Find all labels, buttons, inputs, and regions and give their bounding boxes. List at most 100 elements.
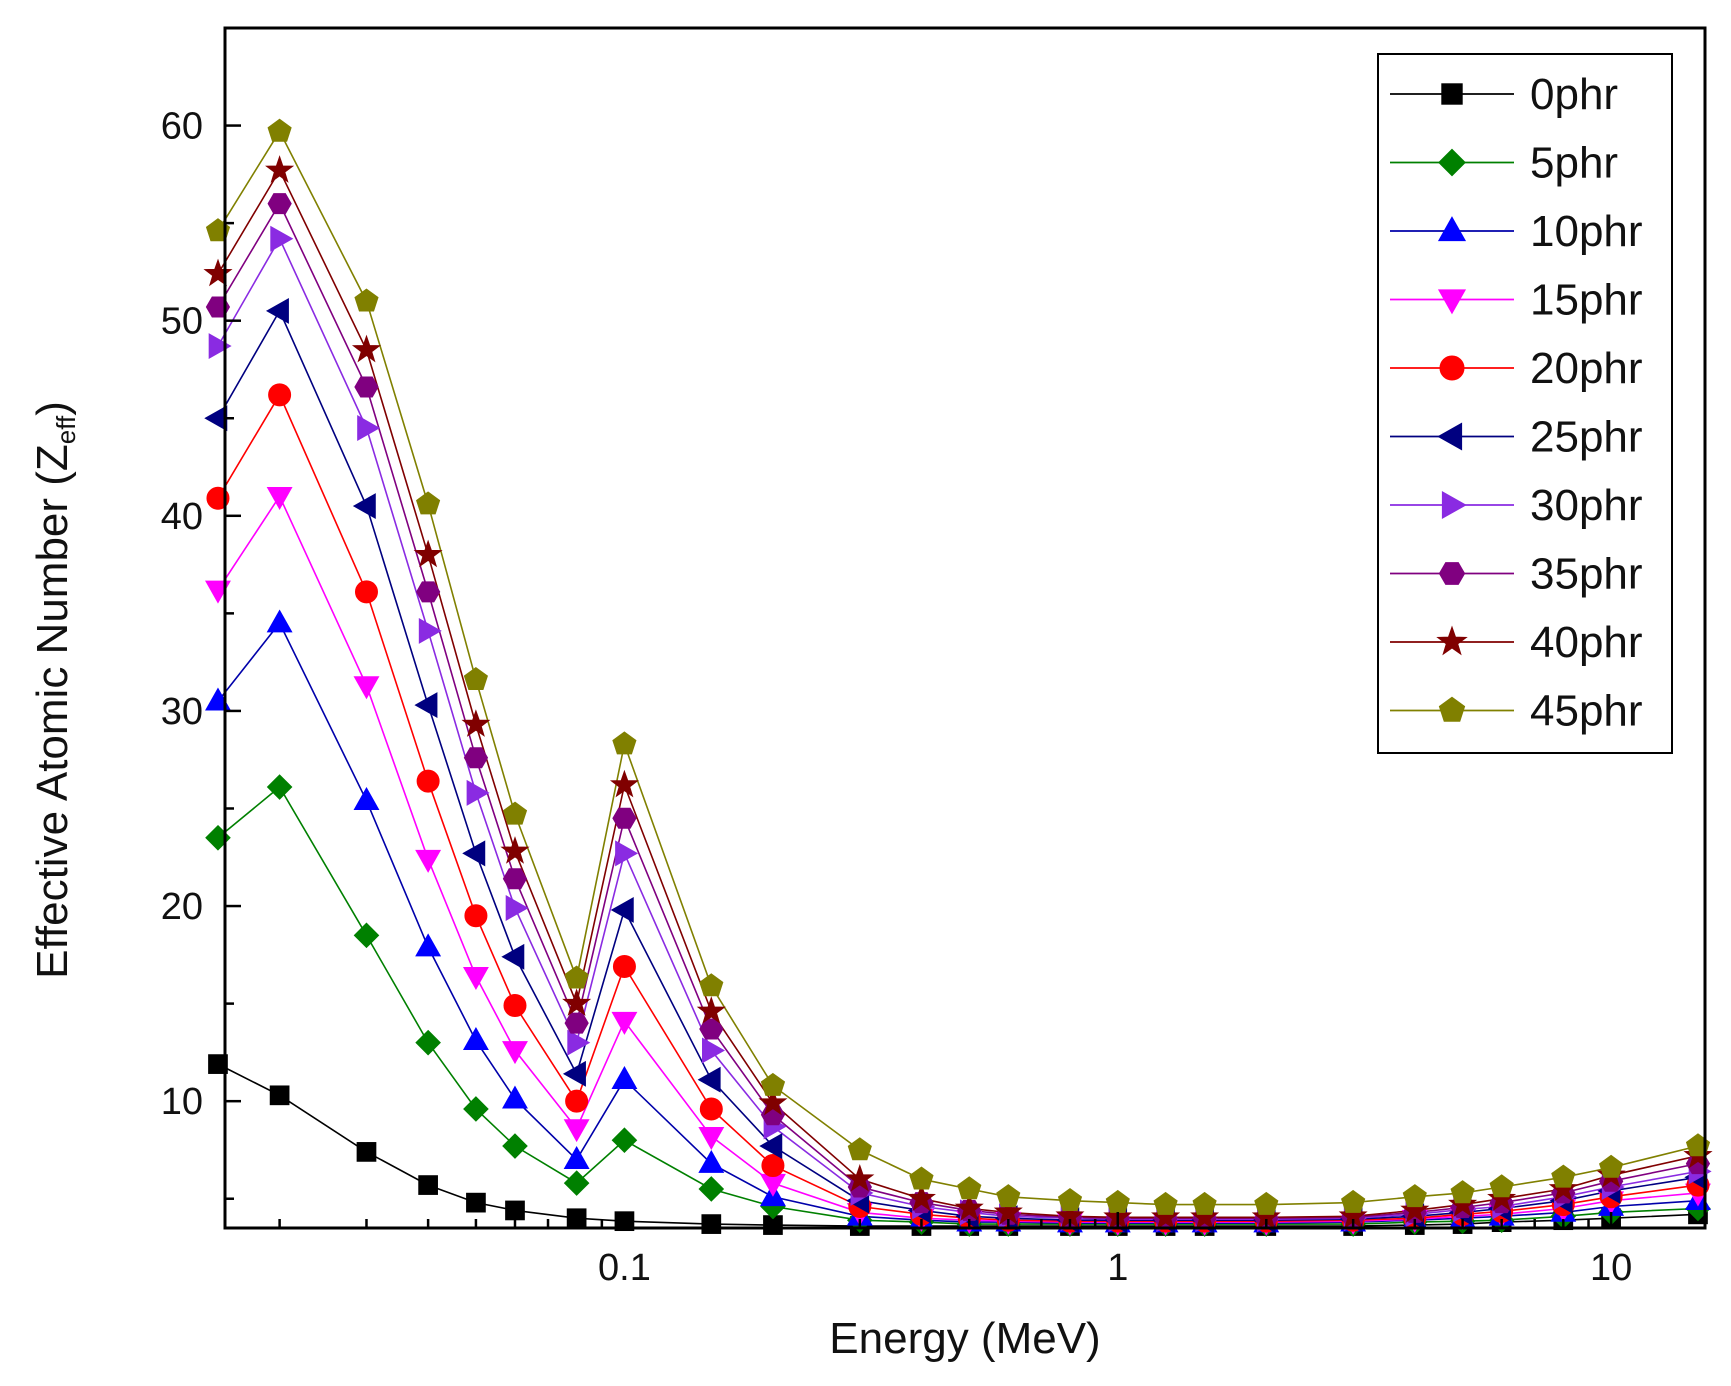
plot-frame	[223, 26, 1707, 1230]
data-point-0phr	[505, 1200, 525, 1221]
data-point-40phr	[906, 1183, 936, 1212]
y-tick-label: 10	[161, 1081, 203, 1123]
data-point-35phr	[416, 581, 441, 603]
data-point-5phr	[563, 1170, 590, 1196]
data-point-45phr	[1057, 1187, 1083, 1211]
data-point-45phr	[1153, 1191, 1178, 1215]
legend-label-5phr: 5phr	[1530, 139, 1618, 188]
data-point-10phr	[611, 1066, 638, 1090]
y-tick-label: 20	[161, 886, 203, 928]
data-point-25phr	[562, 1060, 586, 1087]
data-point-15phr	[415, 849, 442, 873]
data-point-45phr	[847, 1137, 872, 1161]
data-point-40phr	[845, 1163, 875, 1192]
data-point-40phr	[1548, 1173, 1578, 1202]
data-point-45phr	[1450, 1180, 1475, 1204]
data-point-15phr	[266, 486, 293, 510]
data-point-45phr	[416, 491, 441, 515]
data-point-15phr	[462, 966, 489, 990]
data-point-40phr	[1400, 1195, 1430, 1223]
data-point-40phr	[1151, 1201, 1181, 1230]
y-tick-label: 60	[161, 106, 203, 148]
data-point-45phr	[502, 801, 528, 825]
data-point-5phr	[266, 774, 293, 800]
data-point-25phr	[759, 1133, 783, 1160]
data-point-35phr	[564, 1012, 589, 1034]
data-point-45phr	[354, 288, 379, 312]
data-point-35phr	[354, 376, 379, 398]
data-point-45phr	[1105, 1189, 1130, 1213]
data-point-45phr	[909, 1166, 934, 1190]
data-point-10phr	[563, 1146, 590, 1170]
data-point-45phr	[612, 731, 637, 755]
data-point-40phr	[413, 539, 443, 568]
data-point-15phr	[563, 1119, 590, 1143]
data-point-10phr	[698, 1149, 725, 1173]
data-point-45phr	[1599, 1154, 1624, 1178]
data-point-10phr	[502, 1085, 528, 1109]
data-point-30phr	[208, 333, 232, 360]
y-axis-title-close: )	[28, 401, 77, 416]
data-point-20phr	[503, 994, 527, 1018]
data-point-40phr	[696, 996, 726, 1024]
data-point-10phr	[266, 609, 293, 633]
data-point-45phr	[1489, 1174, 1514, 1198]
data-point-45phr	[1254, 1191, 1279, 1215]
x-tick-label: 10	[1590, 1247, 1632, 1289]
chart-markers-layer	[203, 118, 1713, 1237]
legend-box	[1377, 53, 1673, 754]
data-point-45phr	[1341, 1189, 1366, 1213]
data-point-20phr	[612, 955, 636, 979]
x-axis-title: Energy (MeV)	[829, 1314, 1100, 1363]
data-point-30phr	[418, 617, 442, 644]
data-point-20phr	[699, 1097, 723, 1121]
legend-marker-15phr	[1437, 289, 1467, 315]
series-line-0phr	[217, 1063, 1699, 1227]
data-point-5phr	[353, 922, 380, 949]
data-point-20phr	[354, 580, 378, 604]
y-axis-title-subscript: eff	[51, 415, 81, 445]
data-point-0phr	[418, 1175, 438, 1195]
data-point-30phr	[567, 1029, 591, 1056]
data-point-25phr	[265, 297, 289, 324]
x-tick-label: 1	[1107, 1247, 1128, 1289]
legend-marker-25phr	[1437, 422, 1463, 451]
legend-label-0phr: 0phr	[1530, 70, 1618, 119]
legend-marker-10phr	[1437, 216, 1467, 242]
data-point-30phr	[505, 895, 529, 921]
legend-label-10phr: 10phr	[1530, 207, 1643, 256]
data-point-5phr	[611, 1127, 638, 1154]
data-point-0phr	[356, 1142, 377, 1162]
data-point-20phr	[206, 486, 230, 510]
data-point-45phr	[996, 1184, 1021, 1208]
data-point-0phr	[701, 1214, 722, 1234]
data-point-0phr	[208, 1054, 228, 1074]
data-point-40phr	[500, 836, 530, 864]
data-point-40phr	[954, 1193, 984, 1221]
data-point-40phr	[351, 334, 382, 363]
legend-marker-30phr	[1441, 490, 1467, 520]
data-point-30phr	[702, 1037, 725, 1064]
legend-label-15phr: 15phr	[1530, 276, 1643, 325]
data-point-5phr	[698, 1176, 725, 1202]
legend-marker-45phr	[1438, 696, 1466, 722]
data-point-20phr	[416, 769, 440, 793]
data-point-40phr	[993, 1197, 1023, 1225]
data-point-40phr	[1190, 1201, 1220, 1230]
data-point-5phr	[463, 1096, 489, 1122]
data-point-5phr	[415, 1029, 441, 1056]
data-point-15phr	[698, 1126, 725, 1150]
legend-label-45phr: 45phr	[1530, 687, 1643, 736]
legend-marker-0phr	[1441, 83, 1463, 105]
data-point-20phr	[268, 383, 292, 407]
legend-marker-40phr	[1436, 625, 1468, 656]
data-point-45phr	[463, 666, 488, 690]
data-point-30phr	[357, 415, 381, 441]
data-point-40phr	[203, 258, 233, 287]
data-point-15phr	[502, 1041, 528, 1065]
data-point-40phr	[1448, 1189, 1478, 1217]
legend-label-20phr: 20phr	[1530, 344, 1643, 393]
data-point-25phr	[697, 1066, 721, 1093]
